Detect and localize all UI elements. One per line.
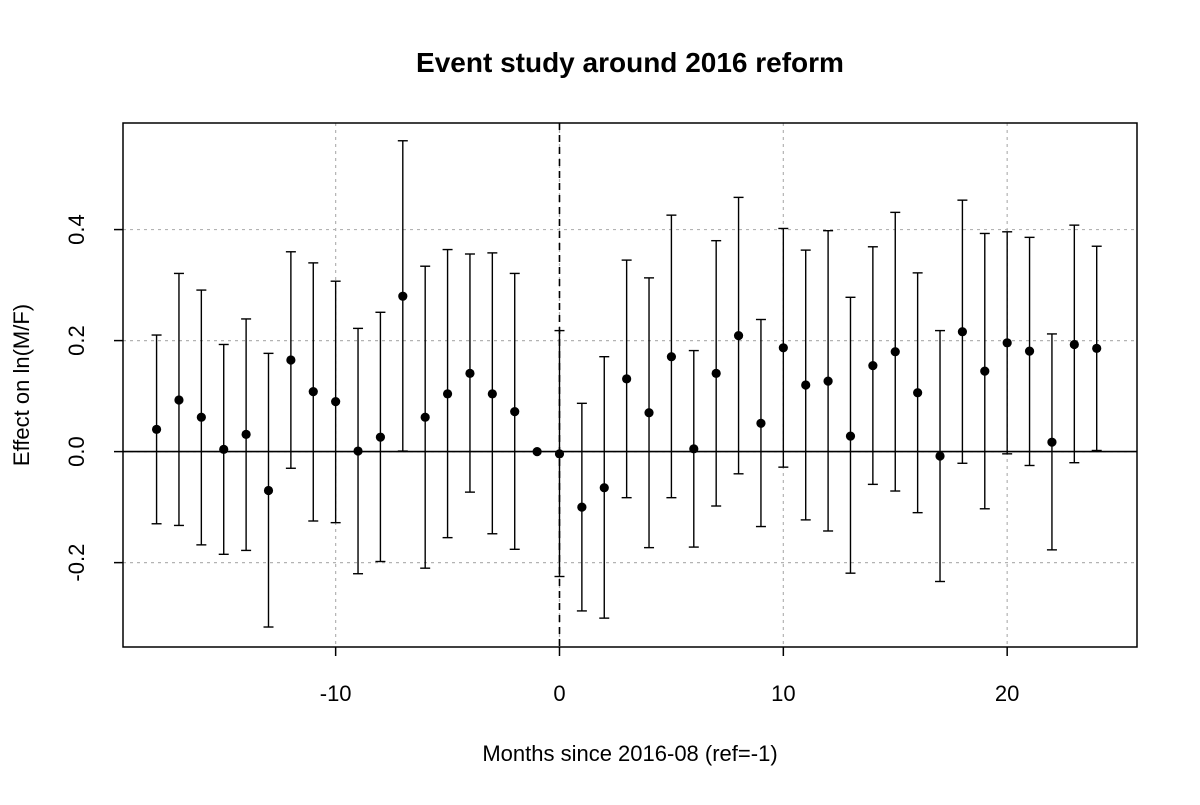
data-point xyxy=(711,368,721,378)
data-point xyxy=(174,395,184,405)
data-point xyxy=(957,327,968,337)
data-point xyxy=(375,432,386,442)
data-point xyxy=(286,355,296,365)
data-point xyxy=(532,447,542,457)
x-tick-label: 20 xyxy=(995,681,1019,706)
data-point xyxy=(442,389,453,399)
data-point xyxy=(420,412,430,422)
data-point xyxy=(554,449,565,459)
data-point xyxy=(465,368,475,378)
data-point xyxy=(1047,437,1057,447)
x-axis-label: Months since 2016-08 (ref=-1) xyxy=(482,741,777,766)
data-point xyxy=(689,444,699,454)
x-tick-label: 10 xyxy=(771,681,795,706)
data-point xyxy=(577,502,587,512)
y-tick-label: 0.0 xyxy=(64,436,89,467)
data-point xyxy=(487,389,497,399)
data-point xyxy=(599,483,609,493)
data-point xyxy=(644,408,654,418)
data-point xyxy=(196,412,206,422)
plot-frame xyxy=(122,122,1138,648)
data-point xyxy=(666,352,677,362)
x-tick-label: 0 xyxy=(553,681,565,706)
data-point xyxy=(263,485,274,496)
data-point xyxy=(219,444,229,454)
data-point xyxy=(151,424,162,435)
data-point xyxy=(510,407,520,417)
data-layer xyxy=(151,140,1102,628)
y-axis-label: Effect on ln(M/F) xyxy=(9,304,34,466)
data-point xyxy=(1024,346,1035,356)
data-point xyxy=(778,343,788,353)
y-tick-label: 0.4 xyxy=(64,214,89,245)
data-point xyxy=(1069,339,1079,350)
data-point xyxy=(398,291,408,301)
data-point xyxy=(331,397,341,407)
data-point xyxy=(308,387,318,397)
data-point xyxy=(353,446,363,456)
data-point xyxy=(241,429,251,440)
data-point xyxy=(913,388,923,398)
y-tick-label: -0.2 xyxy=(64,544,89,582)
data-point xyxy=(756,418,766,428)
data-point xyxy=(622,374,632,384)
axes: -10 0 10 20 -0.2 0.0 0.2 0.4 xyxy=(64,214,1019,706)
data-point xyxy=(1002,338,1012,348)
chart-title: Event study around 2016 reform xyxy=(416,47,844,78)
data-point xyxy=(845,431,856,441)
data-point xyxy=(935,451,945,461)
data-point xyxy=(823,376,833,386)
x-tick-label: -10 xyxy=(320,681,352,706)
data-point xyxy=(980,366,990,376)
data-point xyxy=(1092,343,1102,353)
data-point xyxy=(733,330,744,341)
data-point xyxy=(890,347,900,357)
y-tick-label: 0.2 xyxy=(64,325,89,356)
data-point xyxy=(801,380,811,390)
data-point xyxy=(868,360,878,371)
